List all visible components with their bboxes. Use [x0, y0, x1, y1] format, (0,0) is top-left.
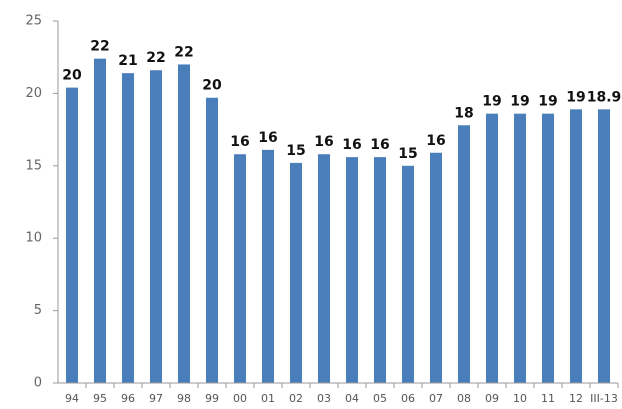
bar — [514, 113, 526, 383]
x-tick-label: 02 — [289, 392, 303, 405]
x-tick-label: 04 — [345, 392, 359, 405]
value-label: 15 — [398, 146, 417, 162]
value-label: 16 — [342, 137, 361, 153]
value-label: 16 — [370, 137, 389, 153]
value-label: 22 — [90, 39, 109, 55]
value-label: 22 — [174, 44, 193, 60]
bar — [374, 157, 386, 383]
bar — [94, 58, 106, 383]
x-tick-label: 10 — [513, 392, 527, 405]
x-tick-label: 00 — [233, 392, 247, 405]
value-label: 19 — [538, 94, 557, 110]
bar — [458, 125, 470, 384]
bar — [206, 97, 218, 383]
x-tick-label: 05 — [373, 392, 387, 405]
y-tick-label: 5 — [34, 303, 42, 318]
bar — [178, 64, 190, 383]
x-tick-label: 07 — [429, 392, 443, 405]
y-tick-label: 25 — [25, 14, 42, 29]
x-tick-label: III-13 — [590, 392, 618, 405]
bar — [570, 109, 582, 383]
value-label: 22 — [146, 50, 165, 66]
x-tick-label: 12 — [569, 392, 583, 405]
bar — [598, 109, 610, 383]
value-label: 15 — [286, 143, 305, 159]
bar — [122, 73, 134, 384]
x-tick-label: 94 — [65, 392, 79, 405]
bar — [318, 154, 330, 383]
value-label: 20 — [202, 78, 222, 94]
bar — [290, 162, 302, 383]
y-tick-label: 15 — [25, 158, 42, 173]
x-tick-label: 01 — [261, 392, 275, 405]
x-tick-label: 08 — [457, 392, 471, 405]
value-label: 19 — [482, 94, 501, 110]
x-tick-label: 97 — [149, 392, 163, 405]
x-tick-label: 03 — [317, 392, 331, 405]
y-tick-label: 0 — [34, 376, 42, 391]
bar — [262, 149, 274, 383]
y-tick-label: 20 — [25, 86, 42, 101]
x-tick-label: 11 — [541, 392, 555, 405]
x-tick-label: 95 — [93, 392, 107, 405]
value-label: 16 — [230, 134, 249, 150]
value-label: 18.9 — [587, 89, 622, 105]
x-tick-label: 96 — [121, 392, 135, 405]
value-label: 16 — [258, 130, 277, 146]
x-tick-label: 99 — [205, 392, 219, 405]
x-tick-label: 98 — [177, 392, 191, 405]
value-label: 19 — [510, 94, 529, 110]
bar — [430, 152, 442, 383]
x-tick-label: 09 — [485, 392, 499, 405]
bar — [66, 87, 78, 383]
y-tick-label: 10 — [25, 231, 42, 246]
bar — [486, 113, 498, 383]
value-label: 16 — [426, 133, 445, 149]
bar — [542, 113, 554, 383]
bar — [234, 154, 246, 383]
value-label: 19 — [566, 89, 585, 105]
value-label: 21 — [118, 53, 137, 69]
value-label: 16 — [314, 134, 333, 150]
value-label: 20 — [62, 68, 82, 84]
bar — [150, 70, 162, 384]
value-label: 18 — [454, 105, 473, 121]
bar — [402, 165, 414, 383]
x-tick-label: 06 — [401, 392, 415, 405]
bar — [346, 157, 358, 383]
